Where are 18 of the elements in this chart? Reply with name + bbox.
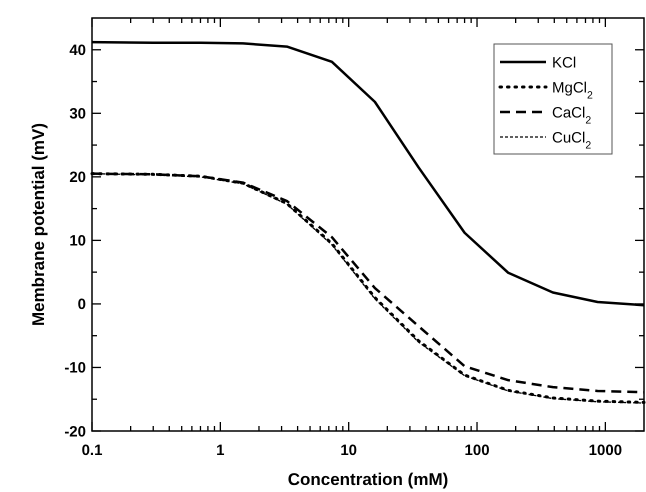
y-tick-label: 0: [78, 296, 86, 314]
x-tick-label: 0.1: [82, 442, 102, 459]
y-tick-label: 40: [69, 42, 86, 60]
x-axis-title: Concentration (mM): [288, 470, 448, 489]
x-tick-label: 1000: [588, 442, 622, 459]
y-axis-title: Membrane potential (mV): [29, 122, 48, 326]
y-tick-label: -10: [64, 360, 86, 377]
legend-label: CuCl$_{2}$: [552, 129, 592, 152]
y-tick-label: 30: [69, 106, 86, 123]
legend-label: CaCl$_{2}$: [552, 104, 592, 126]
legend-label: MgCl$_{2}$: [552, 79, 594, 102]
legend-label: KCl: [552, 54, 576, 72]
x-tick-label: 1: [216, 442, 225, 459]
x-tick-label: 100: [464, 442, 490, 459]
x-tick-label: 10: [340, 442, 358, 459]
y-tick-label: 20: [69, 169, 86, 186]
y-tick-label: 10: [69, 232, 86, 250]
y-tick-label: -20: [64, 423, 86, 440]
